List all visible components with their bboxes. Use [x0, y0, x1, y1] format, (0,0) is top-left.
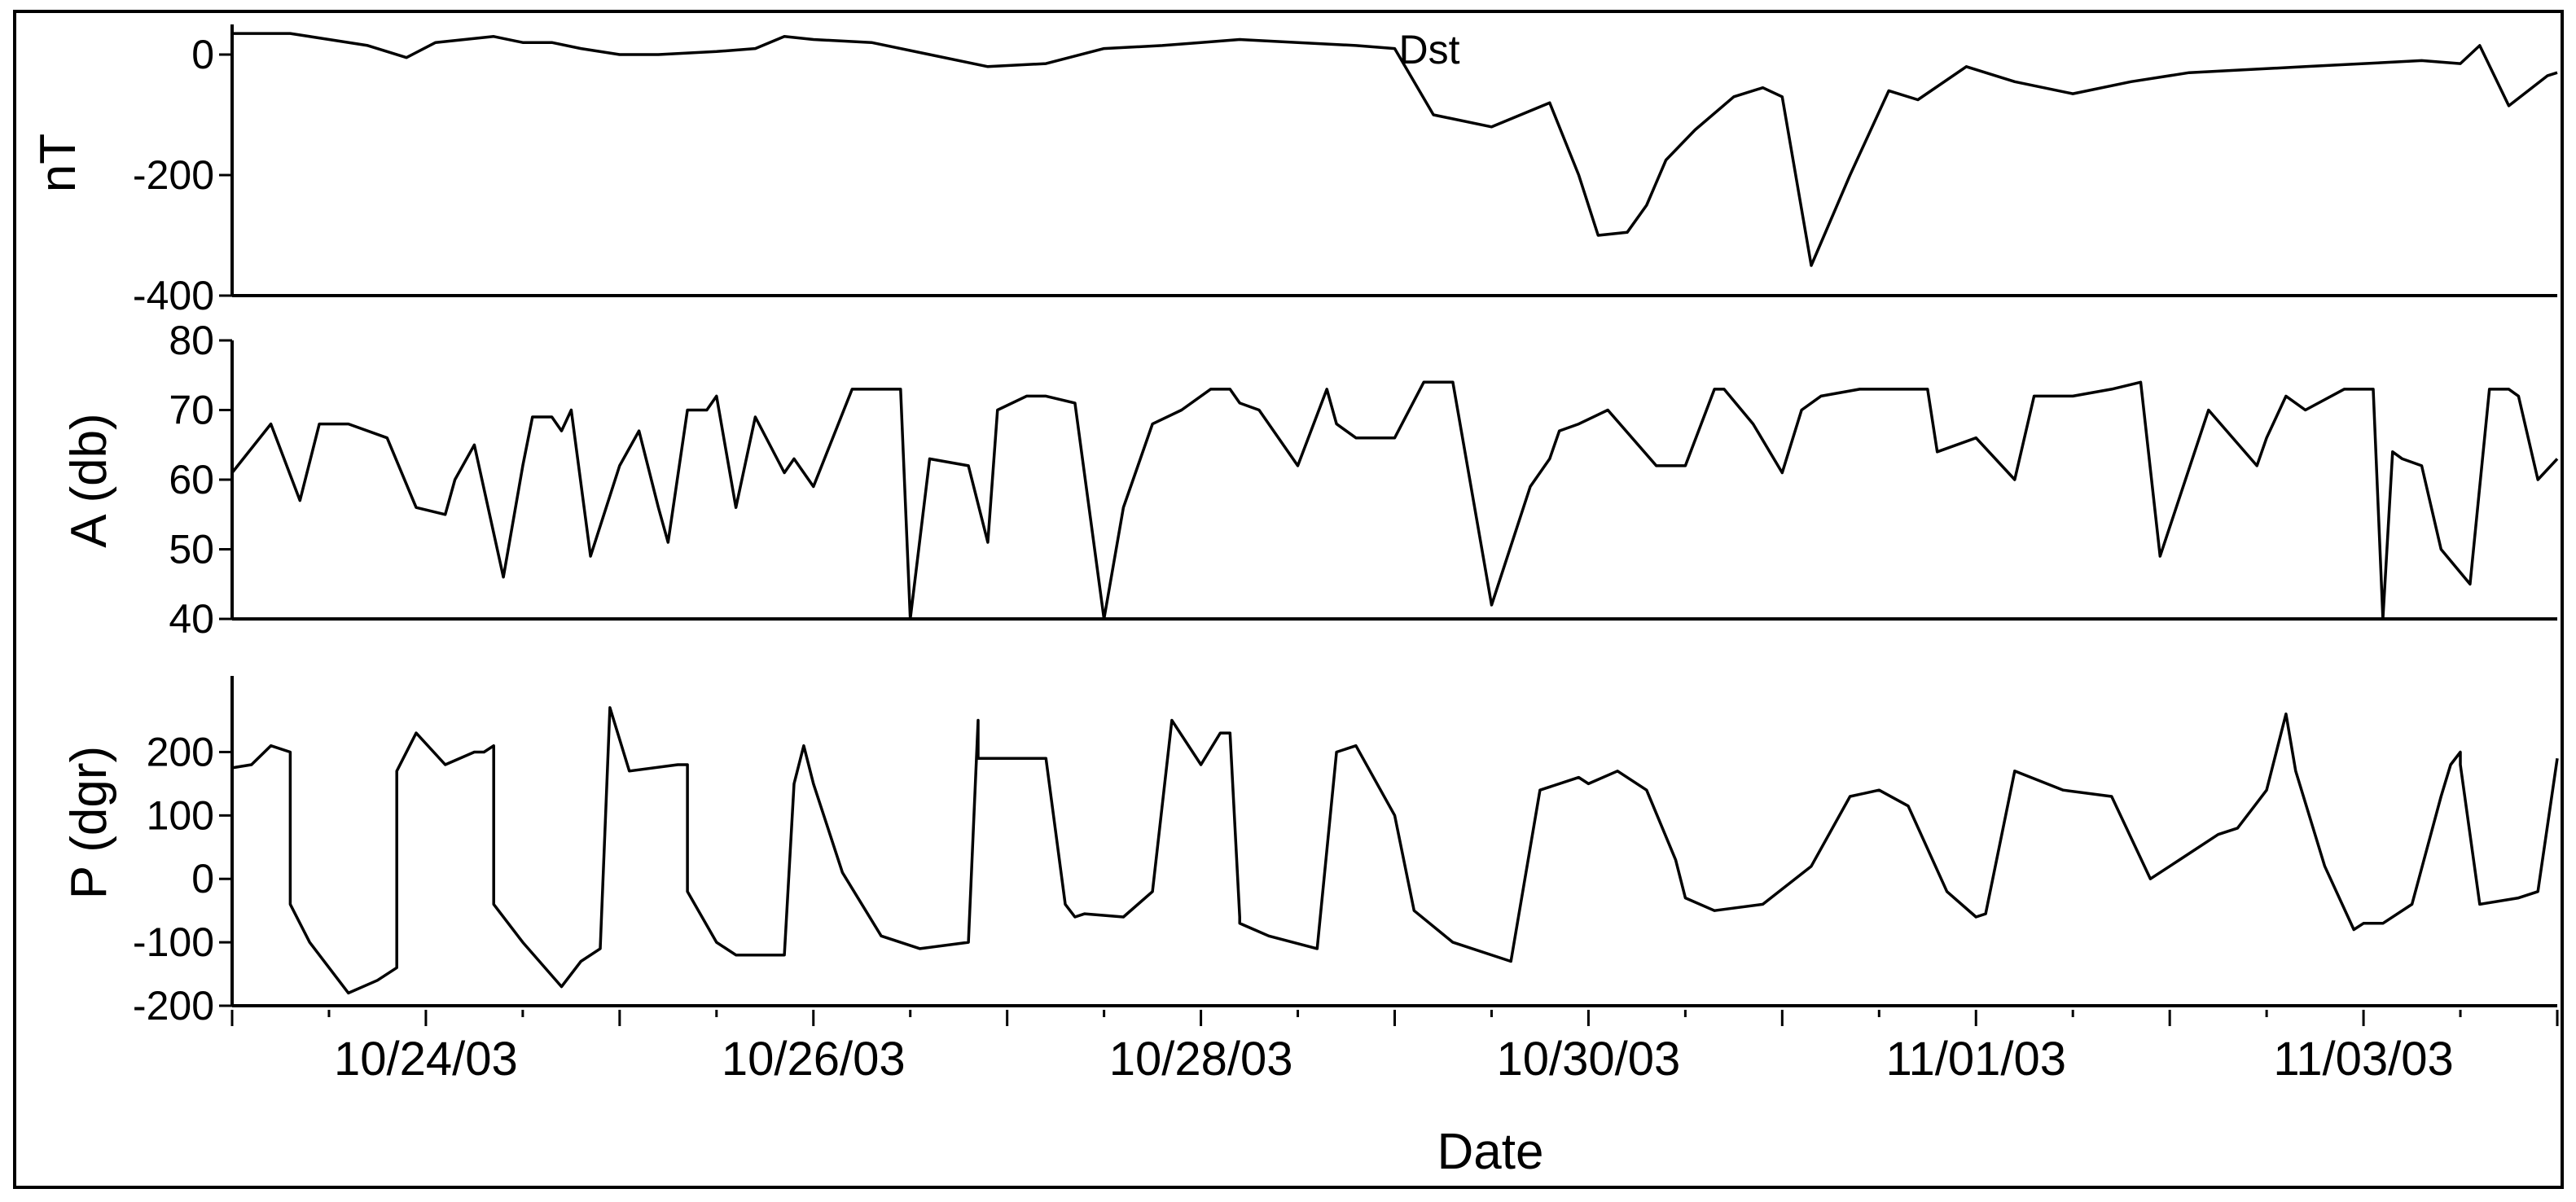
amplitude-panel: A (db) 80 70 60 50 40: [61, 318, 2559, 642]
x-tick-label: 10/24/03: [334, 1033, 518, 1086]
amplitude-series-line-0: [230, 380, 2559, 621]
date-x-axis: 10/24/03 10/26/03 10/28/03 10/30/03 11/01/03…: [230, 1010, 2559, 1086]
phase-y-tick-label: -200: [133, 983, 214, 1029]
amplitude-y-tick-label: 70: [169, 388, 214, 433]
dst-y-ticks: 0 -200 -400: [133, 32, 232, 318]
amplitude-y-tick-label: 50: [169, 527, 214, 572]
phase-y-tick-label: 100: [147, 792, 214, 838]
phase-plot-area: [230, 676, 2559, 1007]
amplitude-y-tick-label: 80: [169, 318, 214, 363]
x-tick-label: 10/26/03: [722, 1033, 906, 1086]
x-tick-label: 11/01/03: [1886, 1033, 2066, 1086]
x-tick-label: 10/30/03: [1497, 1033, 1681, 1086]
amplitude-y-tick-label: 40: [169, 596, 214, 642]
dst-panel: Dst nT 0 -200 -400: [30, 24, 2558, 318]
dst-title: Dst: [1399, 27, 1460, 72]
dst-y-tick-label: -200: [133, 152, 214, 198]
phase-y-tick-label: -100: [133, 919, 214, 965]
phase-y-tick-label: 200: [147, 729, 214, 774]
phase-series-line-0: [231, 706, 2559, 995]
x-axis-title: Date: [1437, 1124, 1544, 1180]
x-tick-label: 10/28/03: [1109, 1033, 1293, 1086]
phase-ylabel: P (dgr): [61, 746, 117, 899]
x-tick-label: 11/03/03: [2273, 1033, 2453, 1086]
dst-plot-area: [230, 24, 2558, 297]
amplitude-y-tick-label: 60: [169, 457, 214, 502]
dst-series-line-0: [232, 32, 2558, 267]
dst-ylabel: nT: [30, 134, 86, 192]
phase-panel: P (dgr) 200 100 0 -100 -200: [61, 676, 2559, 1029]
amplitude-plot-area: [230, 340, 2559, 621]
phase-y-ticks: 200 100 0 -100 -200: [133, 729, 232, 1029]
amplitude-ylabel: A (db): [61, 413, 117, 547]
figure-frame: [13, 10, 2564, 1189]
phase-y-tick-label: 0: [191, 856, 214, 902]
amplitude-y-ticks: 80 70 60 50 40: [169, 318, 232, 642]
dst-y-tick-label: -400: [133, 273, 214, 318]
dst-y-tick-label: 0: [191, 32, 214, 77]
